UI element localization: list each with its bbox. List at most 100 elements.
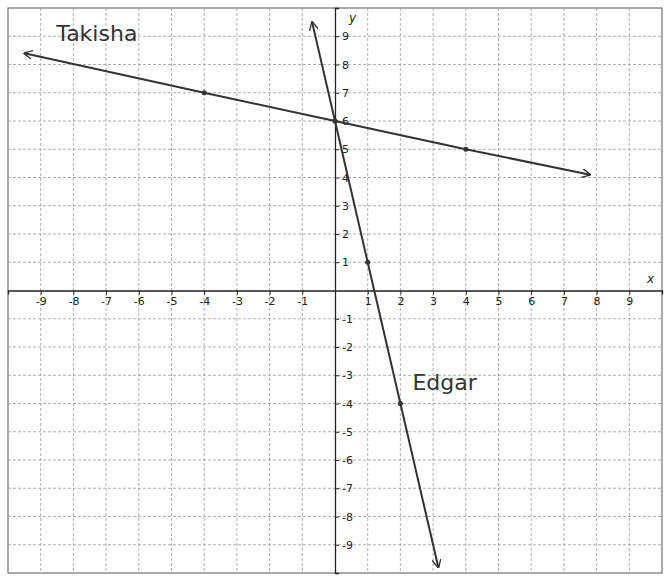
tick-mark bbox=[335, 149, 339, 150]
tick-label: 3 bbox=[342, 200, 349, 213]
tick-label: -8 bbox=[68, 295, 79, 308]
tick-mark bbox=[335, 36, 339, 37]
tick: 9 bbox=[335, 30, 349, 43]
tick-label: -5 bbox=[342, 426, 353, 439]
line bbox=[24, 53, 590, 174]
tick-mark bbox=[335, 432, 339, 433]
tick-mark bbox=[335, 347, 339, 348]
tick: 7 bbox=[335, 87, 349, 100]
tick: -5 bbox=[335, 426, 353, 439]
point bbox=[333, 119, 338, 124]
tick: -4 bbox=[335, 398, 353, 411]
tick-mark bbox=[237, 291, 238, 295]
x-axis-title: x bbox=[646, 272, 655, 286]
tick-mark bbox=[139, 291, 140, 295]
tick-label: -2 bbox=[265, 295, 276, 308]
tick-mark bbox=[368, 291, 369, 295]
tick-label: -6 bbox=[342, 454, 353, 467]
tick-label: -4 bbox=[199, 295, 210, 308]
tick-label: -3 bbox=[232, 295, 243, 308]
tick-mark bbox=[335, 234, 339, 235]
tick-label: -8 bbox=[342, 511, 353, 524]
tick-label: 7 bbox=[342, 87, 349, 100]
tick-mark bbox=[335, 460, 339, 461]
tick-mark bbox=[335, 375, 339, 376]
tick-mark bbox=[433, 291, 434, 295]
tick: -4 bbox=[199, 291, 210, 309]
tick: 1 bbox=[335, 256, 349, 269]
tick-label: 9 bbox=[626, 295, 633, 308]
labels: TakishaEdgar bbox=[55, 21, 477, 394]
tick: -7 bbox=[101, 291, 112, 309]
tick-mark bbox=[335, 93, 339, 94]
tick: 4 bbox=[463, 291, 470, 309]
tick-mark bbox=[204, 291, 205, 295]
grid bbox=[8, 8, 662, 573]
tick: -1 bbox=[335, 313, 353, 326]
tick-label: -6 bbox=[134, 295, 145, 308]
tick: 8 bbox=[335, 59, 349, 72]
tick-label: 9 bbox=[342, 30, 349, 43]
point bbox=[463, 147, 468, 152]
tick-mark bbox=[73, 291, 74, 295]
tick: 8 bbox=[594, 291, 601, 309]
point bbox=[333, 119, 338, 124]
tick-mark bbox=[41, 291, 42, 295]
tick-mark bbox=[597, 291, 598, 295]
tick-label: 7 bbox=[561, 295, 568, 308]
axis-line bbox=[336, 9, 340, 574]
tick-label: -7 bbox=[101, 295, 112, 308]
tick: -2 bbox=[265, 291, 276, 309]
tick-label: 1 bbox=[365, 295, 372, 308]
tick-label: -3 bbox=[342, 369, 353, 382]
tick-label: 1 bbox=[342, 256, 349, 269]
tick: -5 bbox=[167, 291, 178, 309]
tick-label: -2 bbox=[342, 341, 353, 354]
series-group bbox=[24, 22, 590, 567]
tick: 7 bbox=[561, 291, 568, 309]
tick-mark bbox=[335, 404, 339, 405]
y-axis-title: y bbox=[348, 11, 357, 25]
tick: -3 bbox=[335, 369, 353, 382]
tick-mark bbox=[629, 291, 630, 295]
tick-mark bbox=[335, 517, 339, 518]
tick: -6 bbox=[134, 291, 145, 309]
tick: -6 bbox=[335, 454, 353, 467]
tick-label: -9 bbox=[36, 295, 47, 308]
tick-label: 5 bbox=[496, 295, 503, 308]
tick-mark bbox=[335, 319, 339, 320]
y-axis: -9-8-7-6-5-4-3-2-1123456789 bbox=[335, 9, 353, 574]
tick-label: 4 bbox=[463, 295, 470, 308]
tick-mark bbox=[335, 262, 339, 263]
tick-mark bbox=[400, 291, 401, 295]
tick: 3 bbox=[430, 291, 437, 309]
tick-label: 3 bbox=[430, 295, 437, 308]
point bbox=[202, 90, 207, 95]
tick-label: -9 bbox=[342, 539, 353, 552]
tick-mark bbox=[335, 65, 339, 66]
tick-mark bbox=[335, 545, 339, 546]
tick-mark bbox=[270, 291, 271, 295]
plot-frame bbox=[8, 8, 662, 573]
tick-mark bbox=[106, 291, 107, 295]
tick-label: -1 bbox=[297, 295, 308, 308]
plot: -9-8-7-6-5-4-3-2-1123456789-9-8-7-6-5-4-… bbox=[8, 8, 663, 574]
tick-mark bbox=[531, 291, 532, 295]
tick-label: 6 bbox=[342, 115, 349, 128]
tick-mark bbox=[564, 291, 565, 295]
line bbox=[312, 22, 438, 567]
tick-mark bbox=[172, 291, 173, 295]
tick: 9 bbox=[626, 291, 633, 309]
tick: 2 bbox=[397, 291, 404, 309]
tick-mark bbox=[466, 291, 467, 295]
tick-mark bbox=[302, 291, 303, 295]
tick-label: 6 bbox=[528, 295, 535, 308]
tick: -9 bbox=[36, 291, 47, 309]
tick-label: -4 bbox=[342, 398, 353, 411]
tick-label: 8 bbox=[342, 59, 349, 72]
tick: -2 bbox=[335, 341, 353, 354]
tick: 3 bbox=[335, 200, 349, 213]
point bbox=[365, 260, 370, 265]
tick-label: 2 bbox=[397, 295, 404, 308]
tick-mark bbox=[335, 488, 339, 489]
